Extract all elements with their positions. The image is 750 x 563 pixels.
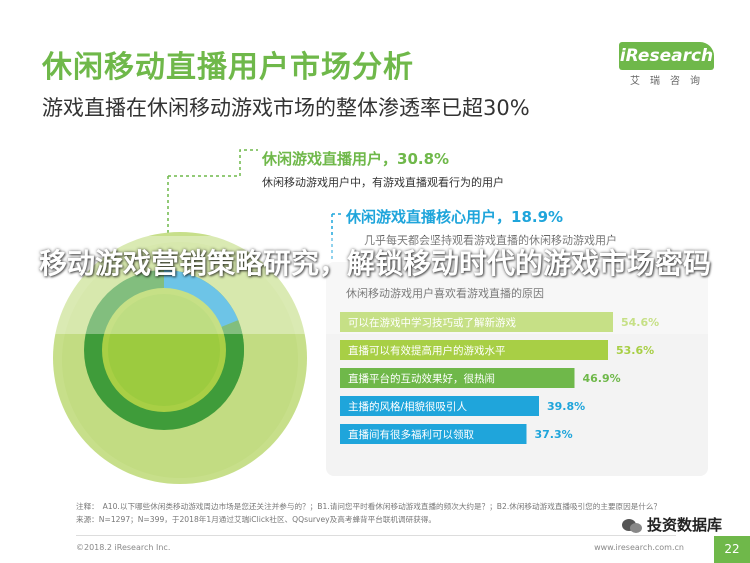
page-subtitle: 游戏直播在休闲移动游戏市场的整体渗透率已超30%: [42, 96, 530, 120]
bar-1: [340, 312, 613, 332]
reasons-panel-header: 休闲移动游戏用户喜欢看游戏直播的原因: [346, 287, 544, 300]
footer-divider: [76, 535, 676, 536]
bar-category-label-5: 直播间有很多福利可以领取: [348, 428, 474, 441]
bar-3: [340, 368, 575, 388]
bar-value-label-1: 54.6%: [621, 316, 659, 329]
callout-casual-live-users-title: 休闲游戏直播用户，30.8%: [262, 150, 450, 168]
page-number: 22: [714, 536, 750, 563]
bar-value-label-4: 39.8%: [547, 400, 585, 413]
footnote: 注释： A10.以下哪些休闲类移动游戏周边市场是您还关注并参与的？；B1.请问您…: [76, 500, 696, 526]
bar-5: [340, 424, 527, 444]
footnote-line-1: 注释： A10.以下哪些休闲类移动游戏周边市场是您还关注并参与的？；B1.请问您…: [76, 502, 662, 511]
bar-value-label-3: 46.9%: [583, 372, 621, 385]
callout-core-users-title: 休闲游戏直播核心用户，18.9%: [346, 208, 564, 226]
callout-core-users-desc: 几乎每天都会坚持观看游戏直播的休闲移动游戏用户: [364, 234, 617, 247]
callout-casual-live-users-desc: 休闲移动游戏用户中，有游戏直播观看行为的用户: [262, 176, 504, 189]
page-title: 休闲移动直播用户市场分析: [42, 50, 414, 85]
brand-subtitle: 艾瑞咨询: [630, 76, 710, 87]
bar-value-label-5: 37.3%: [535, 428, 573, 441]
copyright: ©2018.2 iResearch Inc.: [76, 543, 171, 552]
bar-category-label-3: 直播平台的互动效果好，很热闹: [348, 372, 495, 385]
banner-headline: 移动游戏营销策略研究，解锁移动时代的游戏市场密码: [38, 247, 711, 280]
brand-logo-block: iResearch 艾瑞咨询: [619, 42, 714, 87]
bar-4: [340, 396, 539, 416]
wechat-account-name: 投资数据库: [646, 516, 722, 534]
wechat-watermark: 投资数据库: [621, 514, 722, 535]
website-link[interactable]: www.iresearch.com.cn: [594, 543, 684, 552]
wechat-icon: [621, 518, 642, 533]
penetration-donut-chart: [53, 232, 307, 484]
reasons-bar-chart: 可以在游戏中学习技巧或了解新游戏 54.6% 直播可以有效提高用户的游戏水平 53.6…: [340, 312, 659, 444]
connector-line-outer-h: [168, 149, 258, 177]
iresearch-logo: iResearch: [619, 42, 714, 70]
footnote-line-2: 来源：N=1297；N=399，于2018年1月通过艾瑞iClick社区、QQs…: [76, 515, 436, 524]
bar-value-label-2: 53.6%: [616, 344, 654, 357]
bar-category-label-1: 可以在游戏中学习技巧或了解新游戏: [348, 316, 516, 329]
bar-category-label-2: 直播可以有效提高用户的游戏水平: [348, 344, 506, 357]
donut-center-hole: [108, 294, 220, 406]
bar-category-label-4: 主播的风格/相貌很吸引人: [348, 400, 468, 413]
bar-2: [340, 340, 608, 360]
overlay-banner: [0, 236, 750, 334]
